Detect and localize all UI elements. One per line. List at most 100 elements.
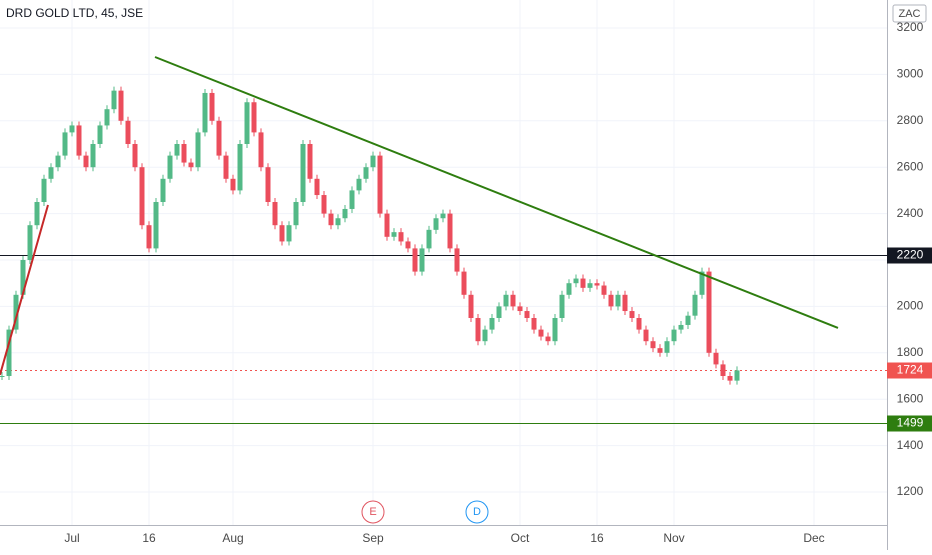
candle bbox=[356, 178, 362, 191]
candle bbox=[139, 167, 145, 226]
candle bbox=[20, 260, 26, 295]
candle bbox=[307, 144, 313, 179]
candle bbox=[118, 90, 124, 121]
candle bbox=[251, 102, 257, 133]
candle bbox=[461, 271, 467, 295]
candle bbox=[62, 132, 68, 156]
candle bbox=[517, 306, 523, 312]
candle bbox=[27, 225, 33, 260]
candle bbox=[384, 213, 390, 237]
candle bbox=[335, 218, 341, 226]
candle bbox=[342, 208, 348, 219]
candle bbox=[671, 329, 677, 342]
candle bbox=[328, 213, 334, 226]
candle bbox=[615, 294, 621, 307]
candle bbox=[258, 132, 264, 168]
currency-label: ZAC bbox=[899, 8, 921, 20]
candle bbox=[55, 155, 61, 168]
candle bbox=[412, 248, 418, 272]
y-tick-label: 1800 bbox=[897, 345, 924, 359]
candle bbox=[370, 155, 376, 168]
candle bbox=[6, 329, 12, 376]
candle bbox=[426, 229, 432, 249]
chart-title: DRD GOLD LTD, 45, JSE bbox=[6, 6, 143, 20]
candle bbox=[629, 311, 635, 318]
candle bbox=[223, 155, 229, 179]
candle bbox=[174, 144, 180, 156]
candle bbox=[48, 167, 54, 179]
candle bbox=[454, 248, 460, 272]
candle bbox=[272, 202, 278, 226]
candle bbox=[657, 348, 663, 353]
event-label: E bbox=[369, 506, 376, 518]
candle bbox=[727, 376, 733, 381]
candle bbox=[153, 202, 159, 249]
candle bbox=[0, 376, 5, 377]
candle bbox=[363, 167, 369, 179]
candle bbox=[167, 155, 173, 179]
price-level-box bbox=[887, 247, 932, 264]
candle bbox=[475, 318, 481, 342]
candle bbox=[286, 225, 292, 242]
candle bbox=[293, 202, 299, 226]
candle bbox=[125, 120, 131, 144]
candle bbox=[181, 144, 187, 163]
price-level-label: 1724 bbox=[897, 363, 924, 377]
price-level-label: 1499 bbox=[897, 416, 924, 430]
currency-box bbox=[892, 4, 927, 23]
candle bbox=[608, 294, 614, 307]
candle bbox=[489, 318, 495, 330]
candle bbox=[104, 109, 110, 126]
candle bbox=[188, 162, 194, 168]
candle bbox=[391, 232, 397, 237]
candle bbox=[580, 278, 586, 288]
candle bbox=[531, 318, 537, 330]
candle bbox=[545, 336, 551, 342]
price-level-label: 2220 bbox=[897, 248, 924, 262]
candle bbox=[34, 202, 40, 226]
x-tick-label: 16 bbox=[590, 531, 604, 545]
candle bbox=[132, 144, 138, 168]
candle bbox=[573, 278, 579, 284]
candle bbox=[209, 92, 215, 121]
candle bbox=[524, 311, 530, 318]
candle bbox=[713, 352, 719, 365]
y-tick-label: 2000 bbox=[897, 299, 924, 313]
y-tick-label: 2600 bbox=[897, 159, 924, 173]
trend-line bbox=[0, 204, 49, 376]
candle bbox=[279, 225, 285, 242]
candle bbox=[482, 329, 488, 342]
candle bbox=[510, 294, 516, 307]
candle bbox=[601, 285, 607, 295]
candle bbox=[76, 125, 82, 156]
y-tick-label: 1600 bbox=[897, 391, 924, 405]
y-tick-label: 2400 bbox=[897, 206, 924, 220]
price-level-box bbox=[887, 362, 932, 379]
candle bbox=[559, 294, 565, 318]
candle bbox=[566, 283, 572, 295]
candle bbox=[230, 178, 236, 191]
candle bbox=[41, 178, 47, 202]
event-marker bbox=[465, 500, 489, 524]
candle bbox=[699, 271, 705, 295]
candle bbox=[447, 213, 453, 249]
candle bbox=[720, 364, 726, 376]
x-tick-label: Sep bbox=[362, 531, 384, 545]
candle bbox=[377, 155, 383, 214]
candle bbox=[594, 283, 600, 286]
candle bbox=[692, 294, 698, 316]
y-tick-label: 3000 bbox=[897, 67, 924, 81]
candle bbox=[398, 232, 404, 242]
candle bbox=[90, 144, 96, 168]
candle bbox=[440, 213, 446, 219]
event-label: D bbox=[473, 506, 481, 518]
y-tick-label: 1200 bbox=[897, 484, 924, 498]
candle bbox=[538, 329, 544, 337]
candle bbox=[685, 315, 691, 325]
y-tick-label: 2800 bbox=[897, 113, 924, 127]
candle bbox=[83, 155, 89, 168]
candle bbox=[195, 132, 201, 168]
y-tick-label: 3200 bbox=[897, 20, 924, 34]
candle bbox=[111, 90, 117, 110]
